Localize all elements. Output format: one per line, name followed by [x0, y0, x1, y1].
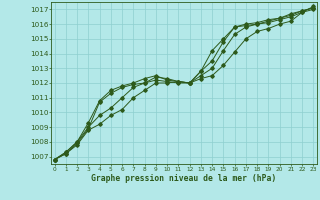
X-axis label: Graphe pression niveau de la mer (hPa): Graphe pression niveau de la mer (hPa)	[92, 174, 276, 183]
